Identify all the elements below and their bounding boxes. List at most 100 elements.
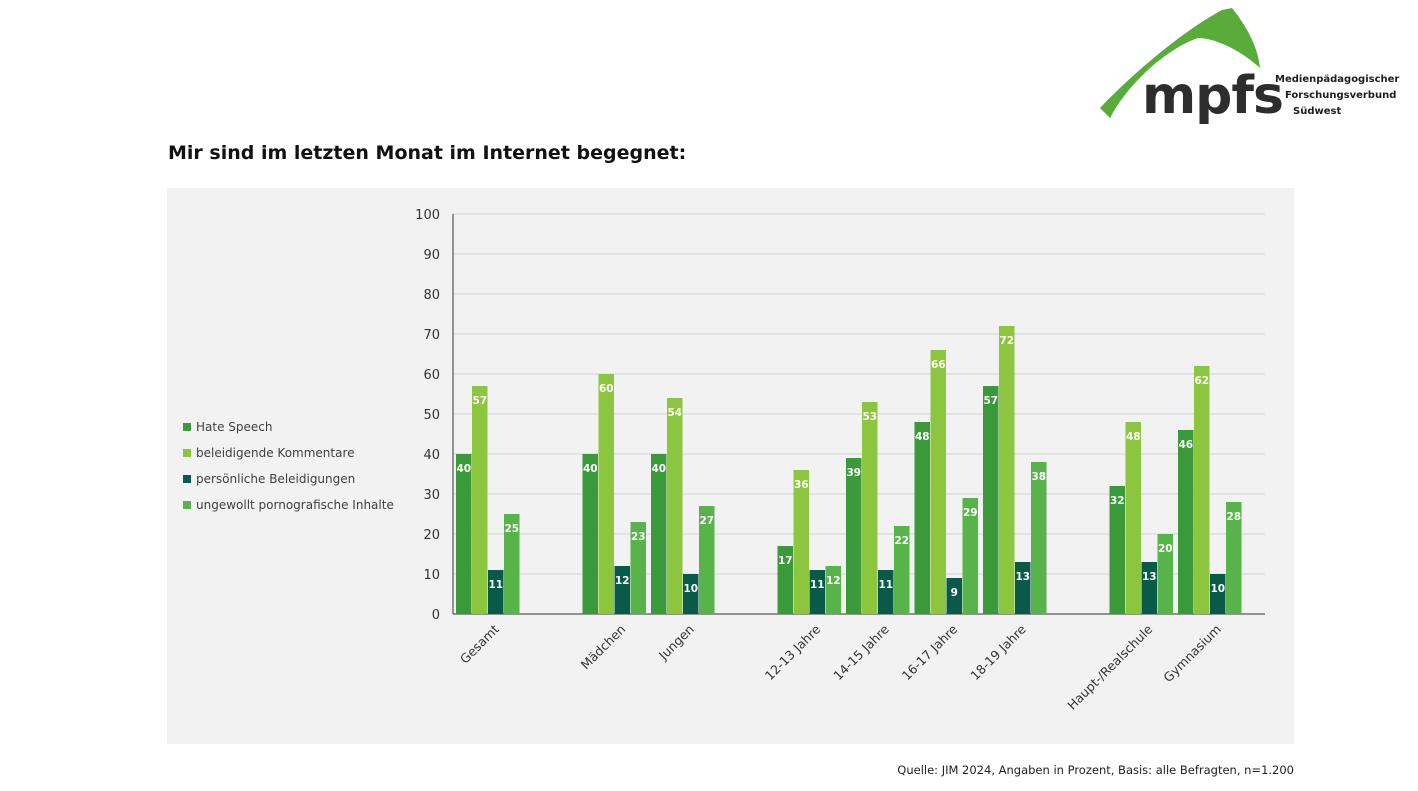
x-tick-label: 12-13 Jahre bbox=[762, 621, 824, 683]
y-tick-label: 80 bbox=[423, 288, 440, 303]
legend-item: beleidigende Kommentare bbox=[183, 440, 394, 466]
data-label: 48 bbox=[1126, 431, 1141, 443]
bar-4 bbox=[894, 526, 910, 614]
data-label: 40 bbox=[651, 463, 666, 475]
bar-3 bbox=[946, 578, 962, 614]
data-label: 27 bbox=[699, 515, 714, 527]
data-label: 12 bbox=[826, 575, 841, 587]
x-tick-label: Haupt-/Realschule bbox=[1064, 621, 1155, 712]
bar-1 bbox=[582, 454, 598, 614]
data-label: 11 bbox=[488, 579, 503, 591]
bar-1 bbox=[651, 454, 667, 614]
data-label: 40 bbox=[583, 463, 598, 475]
y-tick-label: 50 bbox=[423, 408, 440, 423]
x-tick-label: Gesamt bbox=[457, 621, 502, 666]
x-tick-label: Jungen bbox=[655, 622, 697, 664]
data-label: 48 bbox=[915, 431, 930, 443]
logo-subtitle: Medienpädagogischer Forschungsverbund Sü… bbox=[1275, 72, 1399, 120]
data-label: 17 bbox=[778, 555, 793, 567]
data-label: 22 bbox=[894, 535, 909, 547]
y-tick-label: 60 bbox=[423, 368, 440, 383]
data-label: 38 bbox=[1031, 471, 1046, 483]
data-label: 20 bbox=[1158, 543, 1173, 555]
bar-2 bbox=[930, 350, 946, 614]
bar-4 bbox=[962, 498, 978, 614]
mpfs-logo bbox=[1098, 8, 1404, 128]
logo-wordmark: mpfs bbox=[1142, 66, 1284, 126]
y-tick-label: 0 bbox=[432, 608, 440, 623]
bar-4 bbox=[1157, 534, 1173, 614]
data-label: 66 bbox=[931, 359, 946, 371]
chart-panel: Hate Speech beleidigende Kommentare persön… bbox=[167, 188, 1294, 744]
bar-3 bbox=[1015, 562, 1031, 614]
legend-item: ungewollt pornografische Inhalte bbox=[183, 492, 394, 518]
y-tick-label: 90 bbox=[423, 248, 440, 263]
bar-4 bbox=[1226, 502, 1242, 614]
bar-3 bbox=[683, 574, 699, 614]
x-tick-label: 18-19 Jahre bbox=[967, 621, 1029, 683]
y-tick-label: 100 bbox=[415, 208, 440, 223]
data-label: 53 bbox=[862, 411, 877, 423]
bar-4 bbox=[504, 514, 520, 614]
data-label: 36 bbox=[794, 479, 809, 491]
data-label: 10 bbox=[1210, 583, 1225, 595]
data-label: 29 bbox=[963, 507, 978, 519]
legend-item: persönliche Beleidigungen bbox=[183, 466, 394, 492]
x-tick-label: Mädchen bbox=[578, 622, 629, 673]
bar-2 bbox=[862, 402, 878, 614]
data-label: 46 bbox=[1178, 439, 1193, 451]
bar-1 bbox=[1178, 430, 1194, 614]
legend-label: beleidigende Kommentare bbox=[196, 446, 355, 460]
bar-3 bbox=[488, 570, 504, 614]
bar-1 bbox=[983, 386, 999, 614]
bar-4 bbox=[699, 506, 715, 614]
data-label: 57 bbox=[472, 395, 487, 407]
y-tick-label: 10 bbox=[423, 568, 440, 583]
legend-label: Hate Speech bbox=[196, 420, 273, 434]
bar-1 bbox=[456, 454, 472, 614]
data-label: 13 bbox=[1015, 571, 1030, 583]
bar-1 bbox=[914, 422, 930, 614]
y-tick-label: 40 bbox=[423, 448, 440, 463]
bar-2 bbox=[999, 326, 1015, 614]
data-label: 13 bbox=[1142, 571, 1157, 583]
logo-line-3: Südwest bbox=[1293, 106, 1342, 117]
bar-1 bbox=[846, 458, 862, 614]
legend-swatch bbox=[183, 475, 191, 483]
bar-1 bbox=[1109, 486, 1125, 614]
data-label: 32 bbox=[1110, 495, 1125, 507]
legend-label: persönliche Beleidigungen bbox=[196, 472, 356, 486]
bar-4 bbox=[1031, 462, 1047, 614]
legend-swatch bbox=[183, 423, 191, 431]
data-label: 10 bbox=[683, 583, 698, 595]
data-label: 28 bbox=[1226, 511, 1241, 523]
legend-swatch bbox=[183, 501, 191, 509]
logo-line-2: Forschungsverbund bbox=[1285, 90, 1397, 101]
data-label: 62 bbox=[1194, 375, 1209, 387]
bar-2 bbox=[793, 470, 809, 614]
data-label: 25 bbox=[504, 523, 519, 535]
bar-4 bbox=[630, 522, 646, 614]
logo-line-1: Medienpädagogischer bbox=[1275, 74, 1400, 85]
x-tick-label: 14-15 Jahre bbox=[830, 621, 892, 683]
data-label: 72 bbox=[999, 335, 1014, 347]
data-label: 12 bbox=[615, 575, 630, 587]
bar-3 bbox=[878, 570, 894, 614]
bar-2 bbox=[667, 398, 683, 614]
legend-item: Hate Speech bbox=[183, 414, 394, 440]
bar-3 bbox=[809, 570, 825, 614]
legend-label: ungewollt pornografische Inhalte bbox=[196, 498, 394, 512]
bar-3 bbox=[1141, 562, 1157, 614]
data-label: 11 bbox=[810, 579, 825, 591]
y-tick-label: 20 bbox=[423, 528, 440, 543]
bar-2 bbox=[1194, 366, 1210, 614]
data-label: 40 bbox=[456, 463, 471, 475]
data-label: 39 bbox=[846, 467, 861, 479]
data-label: 9 bbox=[951, 587, 958, 599]
bar-4 bbox=[825, 566, 841, 614]
chart-legend: Hate Speech beleidigende Kommentare persön… bbox=[183, 414, 394, 518]
data-label: 54 bbox=[667, 407, 682, 419]
bar-1 bbox=[777, 546, 793, 614]
data-label: 57 bbox=[983, 395, 998, 407]
